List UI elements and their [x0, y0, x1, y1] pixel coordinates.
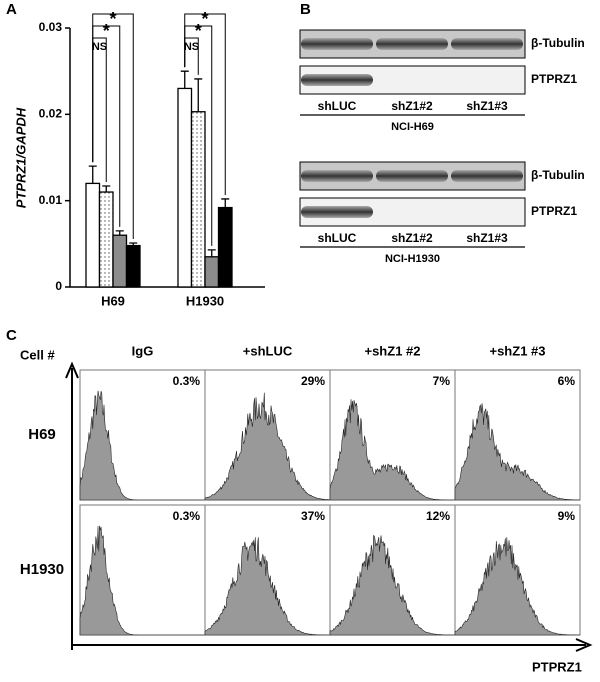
y-axis-label: PTPRZ1/GAPDH	[13, 107, 28, 208]
lane-label: shZ1#3	[466, 231, 508, 245]
y-tick-label: 0	[55, 279, 62, 293]
blot-row-label: PTPRZ1	[531, 72, 577, 86]
error-bar	[221, 198, 230, 208]
lane-label: shZ1#2	[391, 99, 433, 113]
column-label: +shZ1 #3	[489, 343, 545, 358]
bar	[217, 206, 233, 288]
lane-label: shLUC	[318, 231, 357, 245]
histogram	[79, 525, 205, 636]
percent-label: 0.3%	[173, 509, 201, 523]
row-label: H69	[28, 426, 56, 443]
histogram	[204, 537, 330, 636]
panel-letter: B	[300, 1, 311, 18]
histogram	[329, 399, 455, 501]
histogram	[204, 392, 331, 501]
error-bar	[102, 185, 111, 193]
blot-band	[301, 38, 373, 50]
bar	[204, 256, 220, 288]
significance-label: *	[103, 21, 110, 41]
significance-label: NS	[92, 41, 107, 53]
blot-band	[451, 38, 523, 50]
histogram	[79, 390, 205, 501]
cell-line-label: NCI-H69	[391, 121, 434, 133]
panel-letter: C	[6, 327, 17, 344]
x-arrow	[72, 638, 593, 652]
significance-label: *	[201, 9, 208, 29]
bar	[177, 87, 193, 288]
y-tick-label: 0.02	[39, 107, 63, 121]
blot-band	[301, 74, 373, 86]
column-label: +shZ1 #2	[364, 343, 420, 358]
bar	[190, 111, 206, 288]
flow-x-label: PTPRZ1	[532, 659, 582, 674]
blot-band	[451, 170, 523, 182]
error-bar	[194, 78, 203, 112]
column-label: IgG	[132, 343, 154, 358]
percent-label: 12%	[426, 509, 450, 523]
significance-bracket	[184, 37, 199, 75]
y-tick-label: 0.03	[39, 20, 63, 34]
significance-label: *	[109, 9, 116, 29]
error-bar	[88, 165, 97, 184]
x-tick-label: H1930	[186, 293, 224, 308]
error-bar	[129, 242, 138, 246]
blot-row-label: β-Tubulin	[531, 168, 585, 182]
blot-row-label: β-Tubulin	[531, 36, 585, 50]
y-arrow	[65, 361, 79, 650]
blot-band	[301, 170, 373, 182]
significance-bracket	[92, 37, 107, 182]
bar	[112, 234, 128, 288]
percent-label: 29%	[301, 374, 325, 388]
lane-label: shZ1#2	[391, 231, 433, 245]
histogram	[454, 537, 580, 636]
histogram	[454, 403, 581, 501]
significance-label: *	[195, 21, 202, 41]
error-bar	[180, 70, 189, 89]
percent-label: 9%	[558, 509, 576, 523]
error-bar	[207, 249, 216, 257]
bar	[98, 191, 114, 288]
error-bar	[115, 230, 124, 236]
column-label: +shLUC	[243, 343, 293, 358]
percent-label: 37%	[301, 509, 325, 523]
blot-band	[301, 206, 373, 218]
lane-label: shZ1#3	[466, 99, 508, 113]
histogram	[329, 534, 455, 636]
blot-band	[376, 170, 448, 182]
blot-band	[376, 38, 448, 50]
bar	[125, 244, 141, 288]
cell-line-label: NCI-H1930	[385, 253, 440, 265]
y-tick-label: 0.01	[39, 193, 63, 207]
row-label: H1930	[20, 561, 64, 578]
percent-label: 7%	[433, 374, 451, 388]
bar	[85, 182, 101, 288]
panel-letter: A	[6, 1, 17, 18]
flow-y-label: Cell #	[20, 347, 55, 362]
percent-label: 0.3%	[173, 374, 201, 388]
x-tick-label: H69	[101, 293, 125, 308]
percent-label: 6%	[558, 374, 576, 388]
blot-row-label: PTPRZ1	[531, 204, 577, 218]
lane-label: shLUC	[318, 99, 357, 113]
significance-label: NS	[184, 41, 199, 53]
